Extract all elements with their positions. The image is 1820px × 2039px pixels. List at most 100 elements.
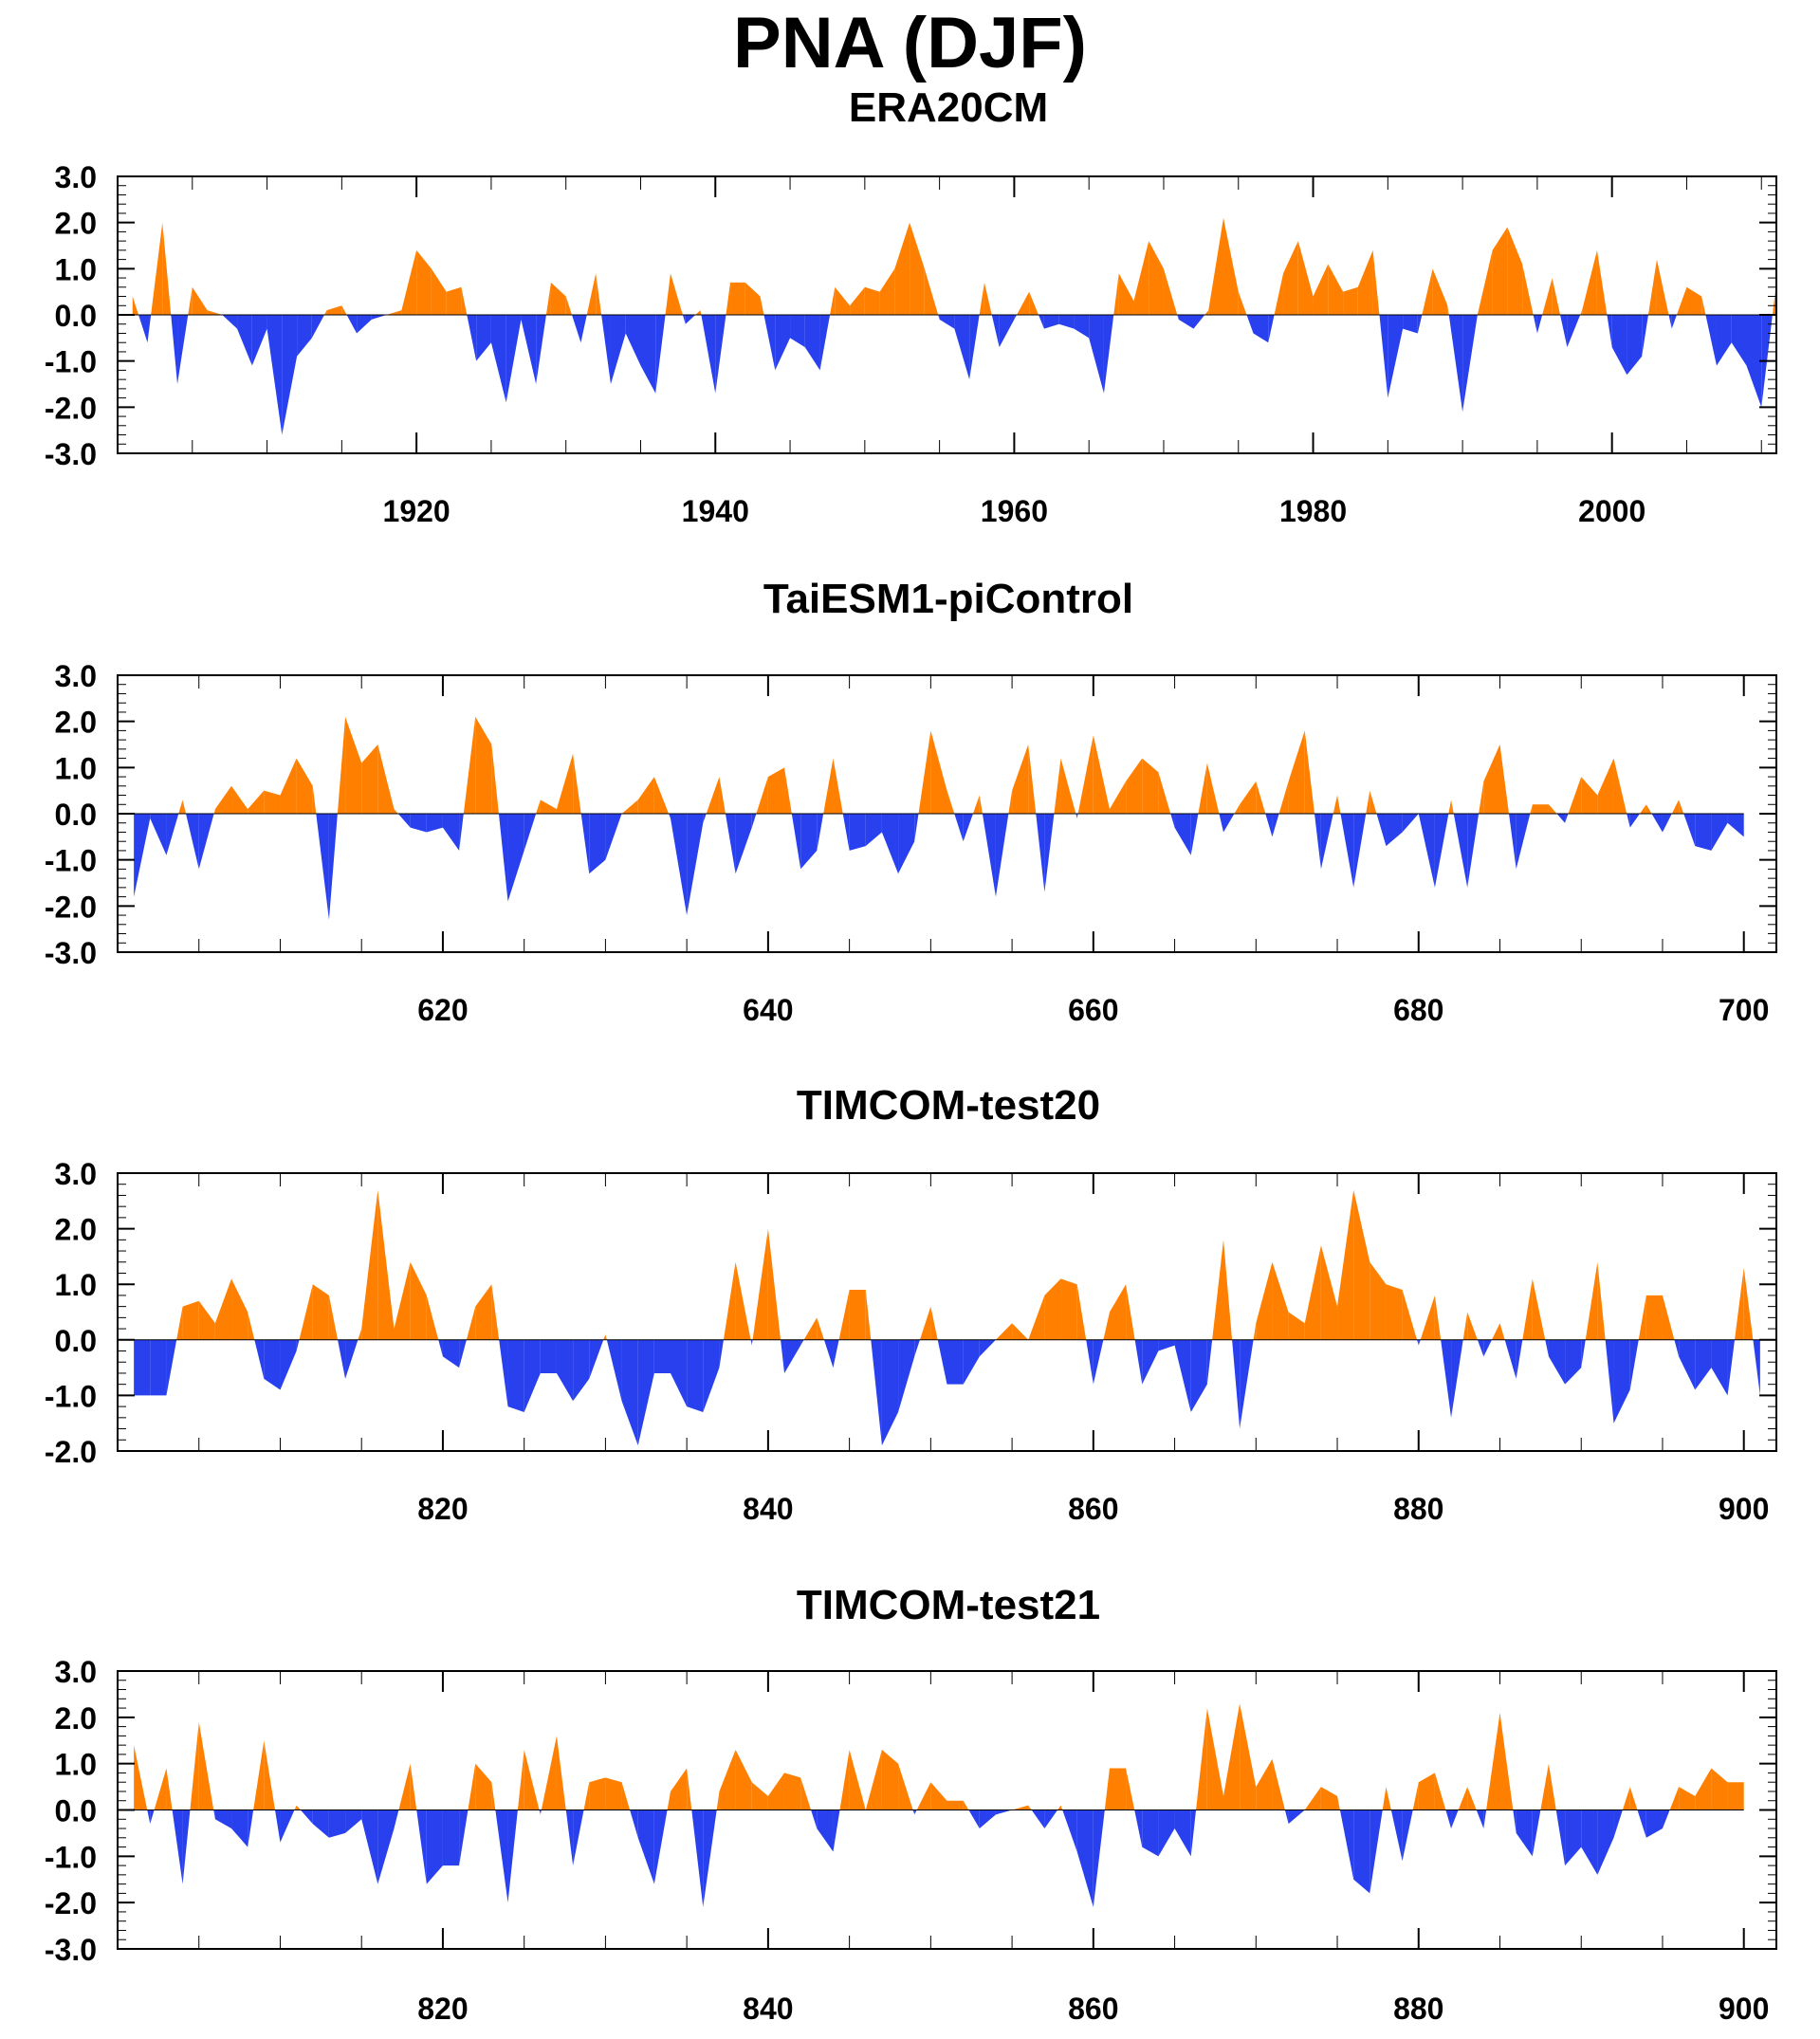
negative-area — [1093, 1809, 1105, 1908]
negative-area — [166, 814, 179, 855]
positive-area — [1676, 286, 1687, 315]
negative-area — [1178, 315, 1194, 329]
positive-area — [1012, 1805, 1029, 1810]
negative-area — [849, 814, 866, 851]
negative-area — [800, 1339, 804, 1346]
negative-area — [1679, 1339, 1696, 1390]
positive-area — [1499, 1712, 1514, 1810]
negative-area — [1314, 814, 1321, 870]
negative-area — [1513, 1809, 1517, 1833]
negative-area — [914, 1339, 920, 1357]
positive-area — [1118, 273, 1134, 315]
negative-area — [1671, 315, 1677, 329]
negative-area — [476, 315, 491, 361]
negative-area — [1504, 1339, 1517, 1379]
positive-area — [416, 249, 432, 315]
x-tick-label: 860 — [1068, 1492, 1118, 1526]
negative-area — [580, 315, 587, 343]
y-tick-label: -1.0 — [45, 345, 97, 379]
negative-area — [653, 1339, 671, 1373]
negative-area — [1014, 315, 1018, 320]
negative-area — [506, 315, 522, 403]
positive-area — [596, 273, 602, 315]
negative-area — [1727, 1339, 1736, 1396]
positive-area — [735, 1261, 751, 1340]
negative-area — [1039, 315, 1044, 329]
x-tick-label: 2000 — [1578, 494, 1645, 528]
negative-area — [963, 814, 973, 842]
negative-area — [1451, 1339, 1463, 1418]
positive-area — [1223, 217, 1239, 315]
negative-area — [1716, 315, 1732, 366]
positive-area — [1486, 1712, 1500, 1810]
positive-area — [1288, 1312, 1305, 1340]
positive-area — [1028, 1805, 1032, 1810]
positive-area — [1735, 1267, 1744, 1340]
negative-area — [346, 315, 358, 334]
negative-area — [979, 1339, 996, 1357]
positive-area — [1272, 1261, 1289, 1340]
positive-area — [296, 1805, 301, 1810]
negative-area — [865, 814, 882, 847]
positive-area — [296, 758, 313, 814]
y-tick-label: 0.0 — [55, 798, 97, 832]
positive-area — [1711, 1768, 1728, 1810]
positive-area — [1337, 795, 1341, 814]
negative-area — [1613, 1339, 1630, 1424]
negative-area — [345, 1339, 358, 1379]
positive-area — [603, 1333, 606, 1340]
negative-area — [1536, 315, 1543, 334]
positive-area — [1109, 1284, 1127, 1340]
positive-area — [1402, 1290, 1418, 1340]
positive-area — [665, 273, 671, 315]
negative-area — [507, 814, 524, 902]
negative-area — [1560, 315, 1568, 348]
negative-area — [963, 1339, 980, 1385]
negative-area — [751, 1339, 753, 1346]
negative-area — [580, 814, 590, 874]
negative-area — [687, 1339, 704, 1412]
positive-area — [1357, 249, 1373, 315]
positive-area — [881, 1750, 899, 1810]
positive-area — [1256, 1261, 1273, 1340]
negative-area — [1174, 1339, 1191, 1412]
negative-area — [1683, 814, 1696, 847]
positive-area — [132, 296, 139, 315]
positive-area — [916, 1782, 931, 1810]
negative-area — [1642, 315, 1648, 357]
positive-area — [361, 1189, 378, 1340]
positive-area — [1093, 735, 1110, 814]
negative-area — [842, 814, 850, 851]
positive-area — [1313, 264, 1329, 315]
positive-area — [1283, 241, 1298, 315]
x-tick-label: 840 — [743, 1492, 793, 1526]
y-tick-label: -2.0 — [45, 1435, 97, 1469]
positive-area — [386, 310, 402, 315]
positive-area — [767, 1773, 785, 1810]
positive-area — [446, 286, 462, 315]
negative-area — [1134, 1809, 1143, 1847]
negative-area — [1711, 1339, 1728, 1396]
negative-area — [1390, 1809, 1403, 1862]
negative-area — [1483, 1339, 1492, 1357]
negative-area — [589, 814, 606, 874]
positive-area — [1585, 1261, 1598, 1340]
negative-area — [394, 1809, 399, 1829]
negative-area — [1417, 1339, 1419, 1346]
negative-area — [166, 1339, 177, 1396]
positive-area — [784, 1773, 801, 1810]
positive-area — [1028, 1295, 1045, 1340]
negative-area — [1637, 1809, 1646, 1838]
positive-area — [726, 282, 731, 315]
positive-area — [426, 1295, 439, 1340]
negative-area — [781, 1339, 785, 1373]
negative-area — [231, 1809, 248, 1847]
positive-area — [918, 730, 931, 814]
negative-area — [991, 315, 1000, 348]
negative-area — [280, 1809, 295, 1843]
positive-area — [1126, 1284, 1135, 1340]
positive-area — [1582, 249, 1597, 315]
negative-area — [1206, 1339, 1213, 1385]
negative-area — [177, 315, 189, 384]
positive-area — [751, 1782, 768, 1810]
